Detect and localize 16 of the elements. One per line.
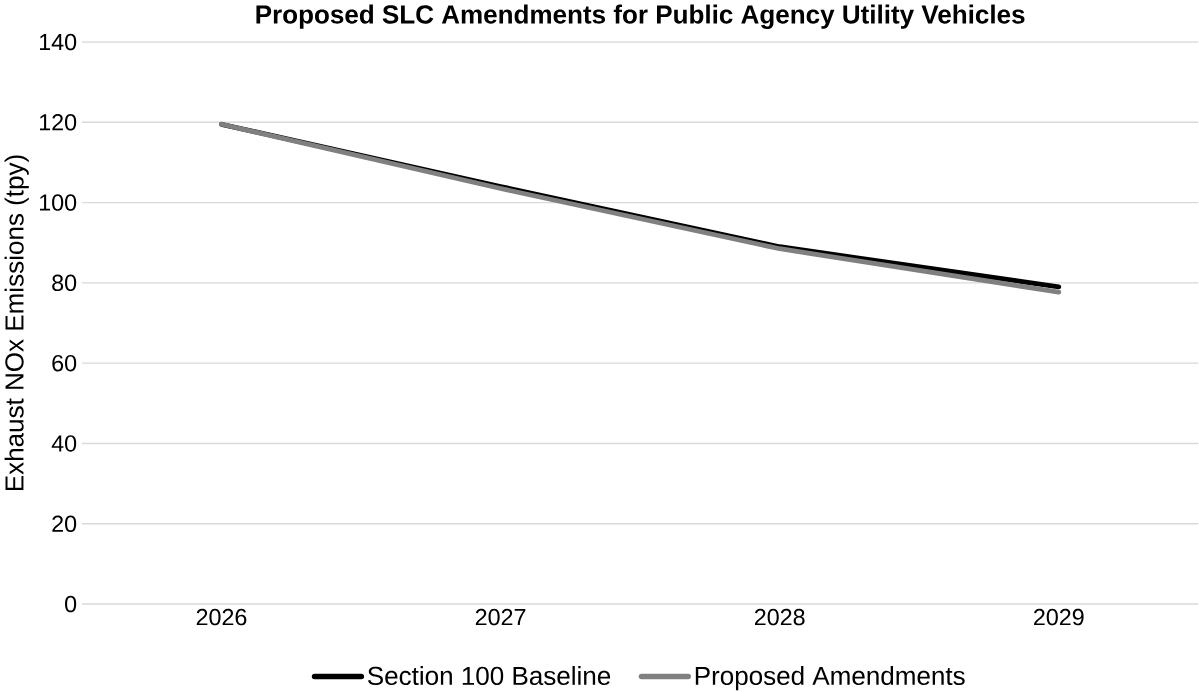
y-tick-label: 80 — [52, 274, 77, 291]
x-tick-label: 2026 — [196, 608, 247, 626]
y-tick-label: 20 — [52, 515, 77, 532]
y-tick-label: 100 — [40, 194, 77, 211]
y-tick-label: 0 — [65, 595, 77, 613]
y-tick-label: 120 — [40, 113, 77, 131]
x-tick-label: 2029 — [1034, 608, 1084, 626]
y-tick-label: 140 — [40, 33, 77, 51]
chart-title: Proposed SLC Amendments for Public Agency Utility Vehicles — [256, 4, 1025, 29]
x-tick-label: 2027 — [475, 608, 526, 626]
y-tick-label: 60 — [52, 354, 77, 372]
y-tick-label: 40 — [51, 435, 77, 452]
x-tick-label: 2028 — [754, 608, 805, 626]
legend-label: Proposed Amendments — [695, 665, 965, 691]
y-axis-title: Exhaust NOx Emissions (tpy) — [4, 155, 29, 490]
legend-label: Section 100 Baseline — [367, 665, 611, 685]
